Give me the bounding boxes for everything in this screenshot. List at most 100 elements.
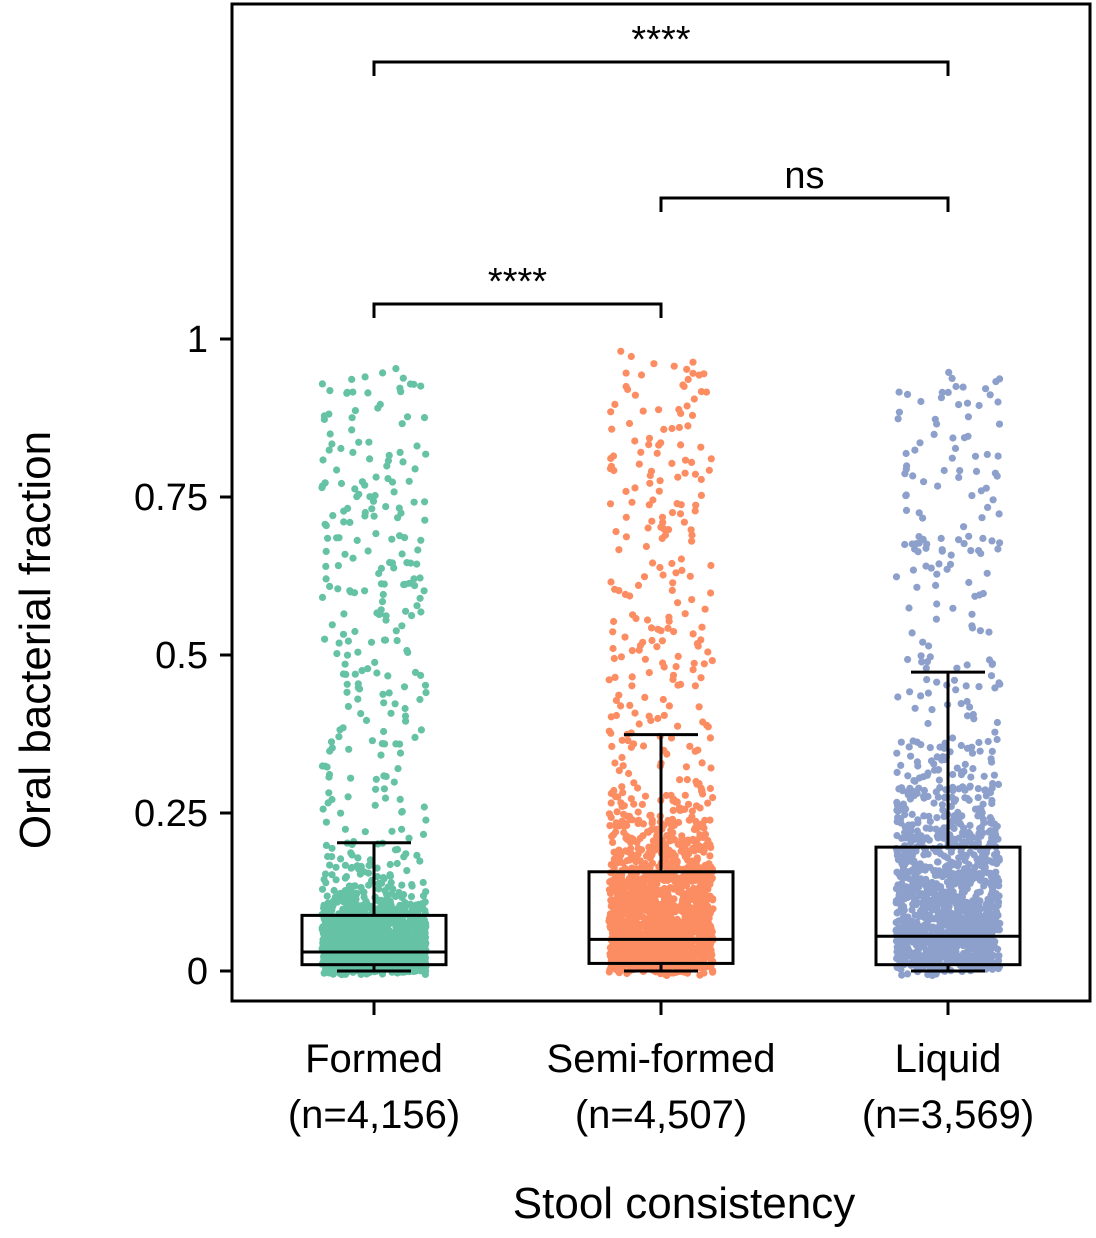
data-point	[968, 624, 977, 632]
data-point	[690, 951, 698, 960]
data-point	[638, 800, 647, 809]
data-point	[917, 907, 925, 915]
data-point	[690, 395, 698, 403]
data-point	[976, 824, 984, 833]
data-point	[396, 384, 404, 392]
data-point	[622, 513, 630, 521]
data-point	[924, 719, 932, 728]
data-point	[421, 681, 430, 689]
data-point	[937, 534, 945, 543]
data-point	[674, 681, 682, 689]
data-point	[404, 648, 412, 657]
data-point	[348, 888, 356, 897]
data-point	[647, 882, 655, 890]
data-point	[674, 652, 682, 661]
data-point	[958, 768, 966, 776]
data-point	[611, 759, 619, 767]
data-point	[648, 904, 656, 912]
data-point	[418, 916, 426, 924]
data-point	[895, 949, 903, 957]
data-point	[670, 362, 678, 370]
data-point	[955, 854, 963, 862]
data-point	[360, 888, 368, 896]
data-point	[632, 913, 640, 921]
data-point	[971, 452, 980, 460]
x-category-count: (n=4,156)	[288, 1093, 460, 1137]
data-point	[693, 640, 702, 648]
data-point	[674, 599, 682, 607]
data-point	[630, 779, 638, 787]
data-point	[665, 702, 674, 710]
data-point	[337, 855, 345, 863]
data-point	[925, 836, 933, 844]
data-point	[681, 876, 689, 884]
data-point	[937, 394, 946, 402]
data-point	[340, 507, 348, 515]
data-point	[672, 663, 680, 671]
data-point	[617, 799, 625, 807]
data-point	[390, 940, 398, 948]
data-point	[421, 954, 429, 962]
data-point	[326, 582, 334, 591]
data-point	[628, 682, 636, 690]
data-point	[653, 925, 661, 933]
data-point	[382, 936, 390, 944]
data-point	[701, 605, 709, 613]
data-point	[388, 535, 396, 543]
data-point	[893, 749, 901, 757]
data-point	[964, 413, 973, 421]
data-point	[952, 382, 960, 391]
data-point	[348, 863, 356, 872]
data-point	[664, 624, 672, 632]
data-point	[320, 904, 328, 912]
significance-layer: ****ns****	[372, 19, 950, 318]
data-point	[417, 671, 425, 680]
data-point	[647, 624, 656, 632]
data-point	[913, 758, 922, 766]
data-point	[615, 915, 623, 923]
data-point	[405, 923, 413, 931]
data-point	[994, 835, 1002, 843]
data-point	[339, 630, 348, 638]
data-point	[994, 398, 1002, 406]
data-point	[651, 896, 659, 904]
data-point	[932, 941, 941, 949]
data-point	[365, 881, 373, 889]
data-point	[994, 545, 1002, 553]
x-axis-title: Stool consistency	[513, 1179, 855, 1228]
data-point	[938, 388, 946, 396]
data-point	[646, 947, 654, 955]
data-point	[625, 419, 634, 428]
data-point	[706, 852, 714, 860]
data-point	[988, 796, 996, 805]
data-point	[617, 873, 626, 882]
data-point	[366, 455, 374, 463]
data-point	[684, 375, 692, 383]
data-point	[351, 896, 359, 905]
data-point	[422, 689, 430, 697]
data-point	[420, 803, 428, 811]
data-point	[672, 569, 680, 577]
data-point	[671, 877, 679, 885]
data-point	[690, 847, 699, 855]
data-point	[956, 819, 964, 828]
data-point	[639, 638, 647, 646]
data-point	[611, 921, 619, 930]
data-point	[396, 901, 404, 910]
data-point	[355, 438, 363, 446]
data-point	[328, 795, 336, 804]
data-point	[378, 598, 387, 606]
y-tick-label: 0.25	[134, 793, 208, 835]
data-point	[411, 733, 419, 742]
data-point	[955, 912, 964, 920]
data-point	[926, 825, 934, 833]
data-point	[622, 382, 630, 391]
data-point	[979, 534, 987, 543]
data-point	[668, 508, 677, 517]
data-point	[320, 412, 328, 420]
data-point	[988, 660, 996, 669]
data-point	[949, 604, 957, 612]
data-point	[324, 929, 332, 937]
data-point	[630, 740, 638, 748]
data-point	[683, 954, 691, 962]
